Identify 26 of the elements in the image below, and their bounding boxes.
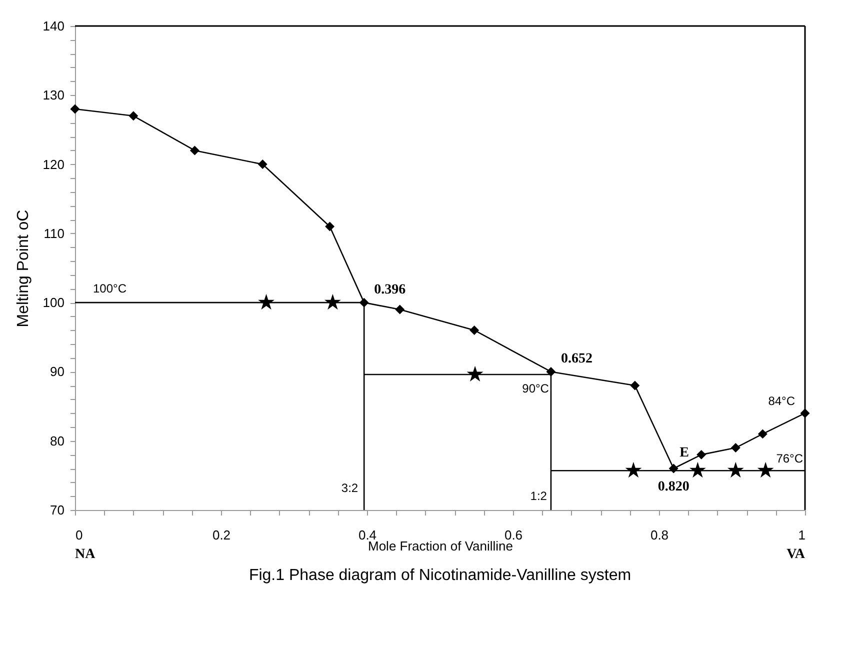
y-tick-label: 70: [50, 502, 64, 518]
y-tick-label: 120: [42, 156, 64, 172]
annotation: E: [680, 446, 689, 461]
y-tick-label: 130: [42, 88, 64, 103]
y-tick-label: 110: [44, 226, 64, 241]
x-tick-label: 0: [76, 528, 83, 542]
y-tick-label: 140: [42, 18, 64, 34]
text: VA: [786, 547, 806, 562]
annotation: 90°C: [522, 381, 550, 396]
annotation: 100°C: [93, 282, 127, 296]
annotation: 76°C: [776, 452, 804, 466]
y-tick-label: 80: [50, 433, 64, 448]
y-tick-label: 90: [50, 364, 64, 380]
annotation: 0.652: [560, 352, 592, 367]
annotation: 3:2: [341, 481, 358, 495]
annotation: 1:2: [530, 489, 548, 503]
y-tick-label: 100: [42, 295, 64, 310]
x-tick-label: 0.8: [650, 528, 669, 542]
text: NA: [75, 547, 96, 562]
annotation: 84°C: [768, 394, 796, 408]
text: Fig.1 Phase diagram of Nicotinamide-Vanilline system: [248, 567, 632, 584]
annotation: 0.396: [374, 282, 406, 298]
x-tick-label: 1: [798, 528, 806, 542]
annotation: 0.820: [658, 480, 690, 495]
y-axis-title: Melting Point oC: [14, 210, 32, 328]
x-tick-label: 0.2: [212, 528, 231, 542]
